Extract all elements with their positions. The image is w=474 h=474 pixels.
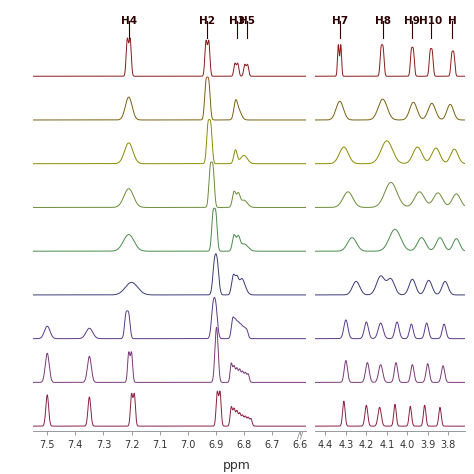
Text: //: //	[297, 431, 302, 440]
Text: H9: H9	[404, 16, 420, 26]
Text: ppm: ppm	[223, 459, 251, 472]
Text: H10: H10	[419, 16, 442, 26]
Text: H3: H3	[229, 16, 245, 26]
Text: H8: H8	[375, 16, 391, 26]
Text: H: H	[448, 16, 456, 26]
Text: H4: H4	[121, 16, 137, 26]
Text: H2: H2	[200, 16, 215, 26]
Text: H7: H7	[332, 16, 348, 26]
Text: H5: H5	[239, 16, 255, 26]
